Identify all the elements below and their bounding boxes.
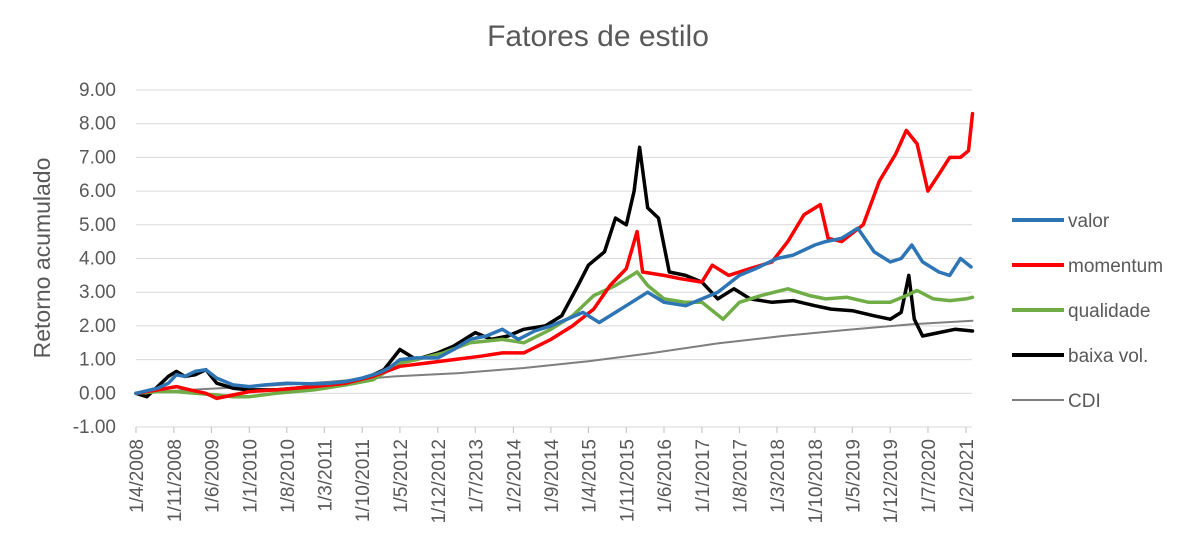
chart-title: Fatores de estilo (487, 20, 709, 53)
x-tick-label: 1/3/2018 (768, 439, 789, 513)
legend: valor momentum qualidade baixa vol. CDI (1012, 211, 1163, 412)
y-tick-label: 3.00 (79, 282, 116, 303)
y-tick-label: 9.00 (79, 80, 116, 101)
series-line-valor (134, 226, 973, 396)
x-tick-label: 1/5/2019 (843, 439, 864, 513)
x-tick-label: 1/9/2014 (542, 439, 563, 513)
y-tick-label: -1.00 (73, 417, 116, 438)
x-tick-label: 1/10/2018 (806, 439, 827, 524)
series-line-cdi (135, 319, 974, 395)
x-tick-label: 1/8/2017 (730, 439, 751, 513)
legend-label: qualidade (1068, 301, 1150, 322)
y-tick-label: 1.00 (79, 350, 116, 371)
x-tick-label: 1/10/2011 (353, 439, 374, 522)
y-tick-label: 0.00 (79, 383, 116, 404)
x-tick-label: 1/6/2016 (655, 439, 676, 513)
legend-label: CDI (1068, 391, 1101, 412)
x-tick-label: 1/1/2010 (240, 439, 261, 513)
y-tick-label: 4.00 (79, 249, 116, 270)
x-tick-label: 1/2/2021 (957, 439, 978, 513)
y-tick-label: 6.00 (79, 181, 116, 202)
x-tick-label: 1/11/2008 (165, 439, 186, 522)
series-line-qualidade (134, 270, 975, 399)
x-tick-label: 1/12/2019 (881, 439, 902, 524)
x-tick-label: 1/2/2014 (504, 439, 525, 513)
x-axis-ticks: 1/4/2008 1/11/2008 1/6/2009 1/1/2010 1/8/201… (127, 427, 978, 524)
series-line-momentum (134, 111, 975, 401)
x-tick-label: 1/6/2009 (202, 439, 223, 513)
y-tick-label: 7.00 (79, 147, 116, 168)
series-lines (134, 111, 975, 401)
legend-label: valor (1068, 211, 1110, 232)
x-tick-label: 1/7/2013 (466, 439, 487, 513)
x-tick-label: 1/7/2020 (919, 439, 940, 513)
legend-label: baixa vol. (1068, 346, 1148, 367)
y-tick-label: 5.00 (79, 215, 116, 236)
x-tick-label: 1/4/2015 (579, 439, 600, 513)
x-tick-label: 1/4/2008 (127, 439, 148, 513)
x-tick-label: 1/3/2011 (315, 439, 336, 512)
series-line-baixa-vol (134, 145, 975, 399)
y-axis-ticks: 9.00 8.00 7.00 6.00 5.00 4.00 3.00 2.00 1.00 0.00… (73, 80, 116, 438)
x-tick-label: 1/8/2010 (278, 439, 299, 513)
x-tick-label: 1/12/2012 (429, 439, 450, 524)
x-tick-label: 1/1/2017 (693, 439, 714, 513)
y-tick-label: 8.00 (79, 114, 116, 135)
y-tick-label: 2.00 (79, 316, 116, 337)
y-axis-label: Retorno acumulado (29, 158, 55, 359)
gridlines (136, 89, 972, 428)
x-tick-label: 1/5/2012 (391, 439, 412, 513)
legend-label: momentum (1068, 256, 1163, 277)
x-tick-label: 1/11/2015 (617, 439, 638, 522)
